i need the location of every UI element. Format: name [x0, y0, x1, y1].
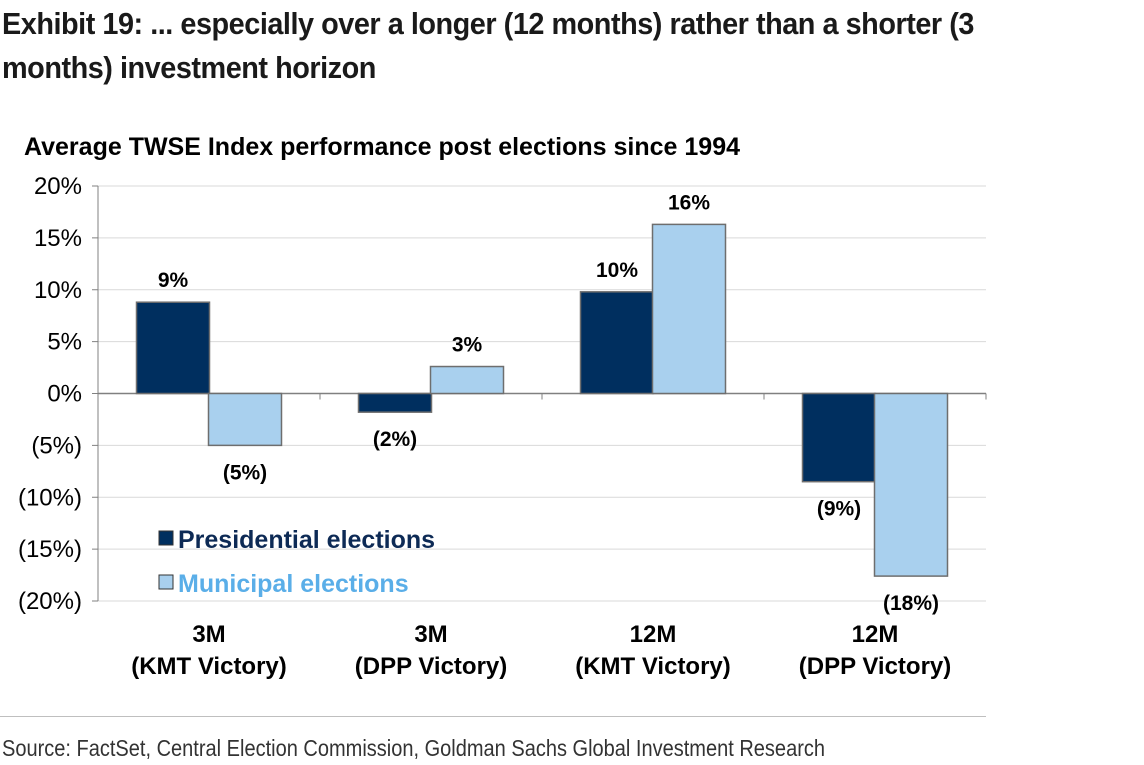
y-tick-label: (20%) [18, 588, 82, 615]
bar [579, 291, 655, 395]
data-label: 3% [452, 334, 483, 357]
category-label: 3M [414, 621, 447, 648]
category-label: (DPP Victory) [355, 653, 508, 680]
bar [429, 365, 505, 395]
y-tick-label: 5% [47, 329, 82, 356]
category-labels: 3M (KMT Victory) 3M (DPP Victory) 12M (KMT Vi… [131, 621, 951, 680]
bars [135, 223, 949, 577]
y-tick-label: (15%) [18, 536, 82, 563]
legend: Presidential elections Municipal election… [158, 526, 435, 598]
data-label: (18%) [883, 592, 939, 615]
data-label: (5%) [223, 461, 267, 484]
y-tick-label: 0% [47, 381, 82, 408]
y-tick-label: 20% [34, 173, 82, 200]
bar [357, 392, 433, 413]
category-label: 3M [192, 621, 225, 648]
category-label: (KMT Victory) [575, 653, 731, 680]
source-note: Source: FactSet, Central Election Commis… [2, 735, 825, 761]
data-label: 10% [596, 259, 638, 282]
category-label: 12M [852, 621, 899, 648]
bar [651, 223, 727, 395]
source-divider [0, 716, 986, 717]
data-label: 9% [158, 269, 189, 292]
exhibit-title: Exhibit 19: ... especially over a longer… [2, 6, 974, 85]
legend-swatch [158, 530, 174, 546]
bar-chart: 20% 15% 10% 5% 0% (5%) (10%) (15%) (20%) 9% (2%) 1… [18, 173, 987, 680]
legend-label: Presidential elections [178, 526, 435, 554]
y-tick-label: (10%) [18, 484, 82, 511]
axes: 20% 15% 10% 5% 0% (5%) (10%) (15%) (20%) [18, 173, 987, 615]
chart-title: Average TWSE Index performance post elec… [24, 133, 741, 161]
y-tick-label: 15% [34, 225, 82, 252]
y-tick-label: 10% [34, 277, 82, 304]
data-label: 16% [668, 191, 710, 214]
bar [801, 392, 877, 483]
data-label: (2%) [373, 428, 417, 451]
bar [135, 301, 211, 395]
category-label: 12M [630, 621, 677, 648]
category-label: (DPP Victory) [799, 653, 952, 680]
data-labels: 9% (2%) 10% (9%) (5%) 3% 16% (18%) [158, 191, 939, 615]
y-tick-label: (5%) [31, 432, 82, 459]
legend-label: Municipal elections [178, 570, 409, 598]
category-label: (KMT Victory) [131, 653, 287, 680]
bar [873, 392, 949, 577]
legend-swatch [158, 574, 174, 590]
data-label: (9%) [817, 498, 861, 521]
bar [207, 392, 283, 447]
